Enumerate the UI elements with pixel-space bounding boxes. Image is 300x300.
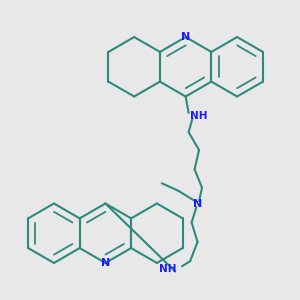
Text: NH: NH [190, 111, 208, 121]
Text: NH: NH [159, 264, 177, 274]
Text: N: N [193, 199, 202, 209]
Text: N: N [181, 32, 190, 42]
Text: N: N [101, 258, 110, 268]
